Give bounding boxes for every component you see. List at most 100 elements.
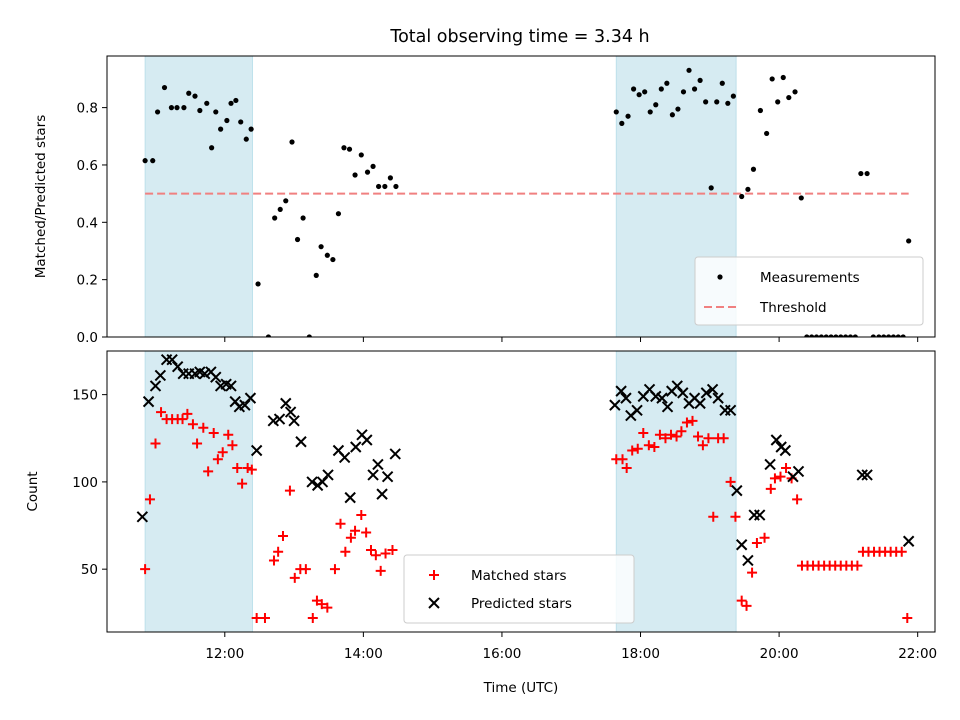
measurement-point xyxy=(881,334,887,337)
matched-star-point xyxy=(775,471,786,482)
predicted-star-point xyxy=(700,387,713,399)
matched-star-point xyxy=(217,447,228,458)
measurement-point xyxy=(730,93,736,99)
predicted-star-point xyxy=(724,404,737,417)
matched-star-point xyxy=(361,527,372,538)
measurement-point xyxy=(313,272,319,278)
predicted-star-point xyxy=(615,385,627,397)
axes-frame xyxy=(106,55,936,338)
matched-star-point xyxy=(671,431,682,442)
measurement-point xyxy=(847,334,854,337)
matched-star-point xyxy=(144,494,155,505)
matched-star-point xyxy=(277,531,288,542)
measurement-point xyxy=(218,126,224,132)
matched-star-point xyxy=(769,473,780,484)
matched-star-point xyxy=(747,567,758,578)
predicted-star-point xyxy=(154,369,167,382)
matched-star-point xyxy=(852,560,863,571)
matched-star-point xyxy=(227,440,238,451)
matched-star-point xyxy=(676,426,687,437)
measurement-point xyxy=(895,334,901,337)
predicted-star-point xyxy=(142,395,155,408)
matched-star-point xyxy=(329,564,340,575)
matched-star-point xyxy=(198,422,209,433)
measurement-point xyxy=(248,126,254,132)
measurement-point xyxy=(613,109,619,115)
predicted-star-point xyxy=(171,361,184,373)
matched-star-point xyxy=(140,564,151,575)
x-tick-label: 14:00 xyxy=(344,646,383,662)
matched-star-point xyxy=(187,419,198,430)
predicted-star-point xyxy=(381,470,394,483)
measurement-point xyxy=(813,334,820,337)
measurement-point xyxy=(174,105,180,111)
y-axis-label: Count xyxy=(25,471,41,511)
measurement-point xyxy=(228,100,234,106)
measurement-point xyxy=(680,89,687,95)
measurement-point xyxy=(686,67,692,73)
measurement-point xyxy=(318,244,324,250)
matched-star-point xyxy=(307,613,318,624)
chart-title: Total observing time = 3.34 h xyxy=(389,27,649,47)
legend-box xyxy=(403,554,635,624)
predicted-star-point xyxy=(288,415,300,427)
matched-star-point xyxy=(375,565,386,576)
measurement-point xyxy=(664,80,670,86)
measurement-point xyxy=(858,170,864,177)
y-tick-label: 100 xyxy=(72,475,98,491)
measurement-point xyxy=(154,109,161,115)
predicted-star-point xyxy=(902,535,915,547)
measurement-point xyxy=(376,183,382,190)
measurement-point xyxy=(642,89,648,95)
y-tick-label: 0.0 xyxy=(77,330,98,346)
predicted-star-point xyxy=(764,458,776,471)
matched-star-point xyxy=(765,483,776,494)
predicted-star-point xyxy=(656,392,668,404)
observing-window xyxy=(615,350,737,633)
predicted-star-point xyxy=(671,380,683,392)
measurement-point xyxy=(900,334,906,337)
matched-star-point xyxy=(350,525,361,536)
matched-star-point xyxy=(725,476,736,487)
measurement-point xyxy=(750,166,757,172)
matched-star-point xyxy=(687,415,698,426)
matched-star-point xyxy=(693,431,704,442)
x-tick-label: 22:00 xyxy=(898,646,937,662)
matched-star-point xyxy=(237,478,248,489)
measurement-point xyxy=(838,334,844,337)
measurement-point xyxy=(636,92,642,98)
predicted-star-point xyxy=(372,458,384,471)
measurement-point xyxy=(161,84,168,91)
legend-label-predicted: Predicted stars xyxy=(471,596,572,612)
matched-star-point xyxy=(792,494,803,505)
measurement-point xyxy=(658,86,664,92)
y-axis-label: Matched/Predicted stars xyxy=(33,115,49,278)
matched-star-point xyxy=(708,511,719,522)
matched-star-point xyxy=(380,548,391,559)
matched-star-point xyxy=(781,462,792,473)
predicted-star-point xyxy=(631,404,643,417)
measurement-point xyxy=(798,195,804,201)
predicted-star-point xyxy=(136,511,149,523)
predicted-star-point xyxy=(735,539,748,551)
matched-star-point xyxy=(300,564,311,575)
measurement-point xyxy=(809,334,815,337)
measurement-point xyxy=(792,89,798,95)
matched-star-point xyxy=(638,428,649,439)
measurement-point xyxy=(719,80,725,86)
predicted-star-point xyxy=(367,469,379,481)
y-tick-label: 0.8 xyxy=(77,101,98,117)
measurement-point xyxy=(885,334,892,337)
measurement-point xyxy=(324,252,330,258)
matched-star-point xyxy=(617,454,628,465)
count-panel: 50 100 150 12:00 14:00 16:00 18:00 20:00 22:00 Co… xyxy=(25,350,937,696)
measurement-point xyxy=(272,215,278,221)
measurement-point xyxy=(739,193,745,200)
measurement-point xyxy=(168,105,175,111)
measurement-point xyxy=(630,86,637,92)
predicted-star-point xyxy=(210,371,222,383)
legend-label-measurements: Measurements xyxy=(760,270,860,286)
measurement-point xyxy=(775,99,781,105)
matched-star-point xyxy=(322,602,333,613)
predicted-star-point xyxy=(609,399,621,411)
